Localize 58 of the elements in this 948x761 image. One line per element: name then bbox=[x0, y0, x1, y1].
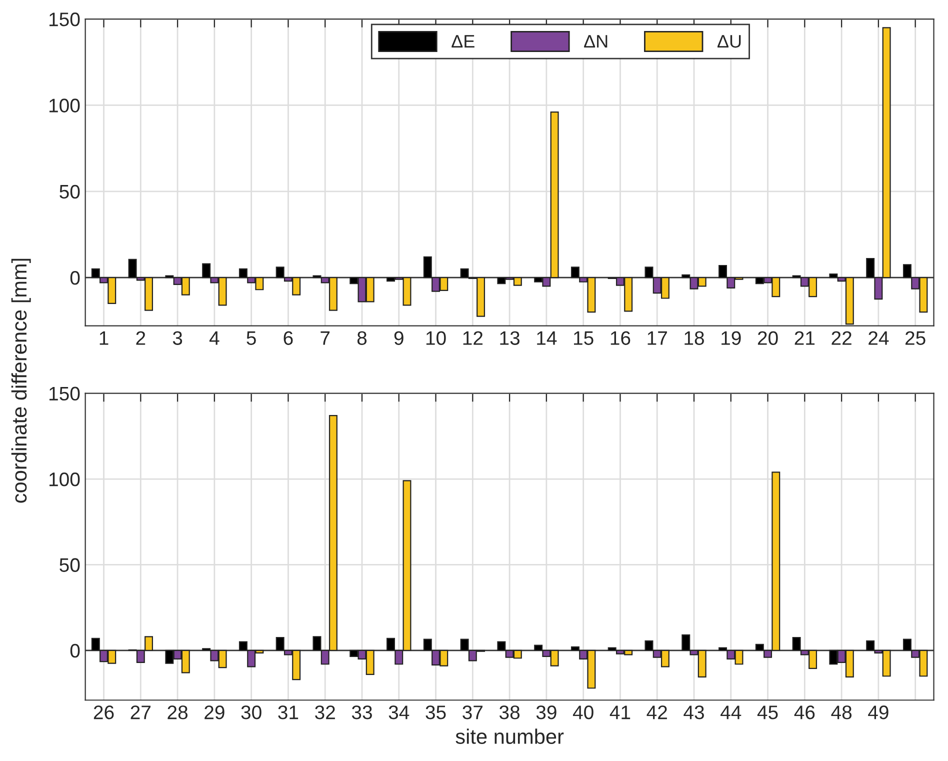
x-tick-label: 19 bbox=[722, 331, 741, 345]
x-tick-label: 22 bbox=[832, 331, 852, 345]
x-tick-label: 21 bbox=[794, 331, 815, 345]
y-tick-label: 100 bbox=[50, 472, 80, 486]
x-tick-label: 8 bbox=[357, 331, 367, 345]
x-tick-label: 34 bbox=[388, 705, 410, 720]
y-tick-label: 150 bbox=[50, 12, 80, 26]
x-tick-label: 30 bbox=[241, 705, 262, 720]
x-tick-label: 49 bbox=[868, 705, 888, 720]
x-tick-label: 48 bbox=[831, 705, 852, 720]
x-tick-label: 25 bbox=[906, 331, 926, 345]
x-tick-label: 6 bbox=[284, 331, 293, 345]
legend-label: ΔU bbox=[717, 35, 741, 48]
x-tick-label: 9 bbox=[394, 331, 404, 345]
legend-label: ΔN bbox=[584, 35, 608, 48]
x-tick-label: 33 bbox=[352, 705, 372, 720]
x-tick-label: 41 bbox=[610, 706, 630, 720]
x-tick-label: 12 bbox=[463, 331, 482, 345]
y-tick-label: 150 bbox=[50, 386, 80, 401]
x-tick-label: 20 bbox=[758, 331, 778, 345]
x-tick-label: 46 bbox=[794, 705, 815, 720]
x-tick-label: 40 bbox=[572, 705, 594, 720]
x-tick-label: 1 bbox=[100, 331, 108, 345]
x-tick-label: 27 bbox=[130, 705, 150, 720]
x-tick-label: 32 bbox=[315, 705, 335, 720]
x-tick-label: 39 bbox=[536, 705, 556, 720]
y-tick-label: 50 bbox=[60, 184, 80, 199]
x-tick-label: 24 bbox=[868, 331, 889, 345]
x-tick-label: 42 bbox=[646, 705, 667, 720]
y-tick-label: 0 bbox=[70, 644, 80, 658]
x-tick-label: 26 bbox=[94, 705, 114, 720]
y-axis-title: coordinate difference [mm] bbox=[11, 258, 31, 503]
x-tick-label: 5 bbox=[246, 331, 256, 345]
legend-label: ΔE bbox=[452, 35, 474, 48]
x-tick-label: 37 bbox=[462, 705, 482, 720]
x-tick-label: 17 bbox=[648, 331, 667, 345]
x-tick-label: 44 bbox=[720, 706, 742, 720]
x-tick-label: 14 bbox=[537, 331, 557, 345]
x-tick-label: 10 bbox=[426, 331, 446, 345]
x-tick-label: 4 bbox=[209, 331, 220, 345]
x-tick-label: 13 bbox=[500, 331, 520, 345]
x-tick-label: 18 bbox=[684, 331, 704, 345]
x-tick-label: 38 bbox=[499, 705, 520, 720]
x-tick-label: 43 bbox=[684, 705, 704, 720]
x-tick-label: 7 bbox=[320, 331, 330, 345]
y-tick-label: 100 bbox=[50, 98, 80, 112]
y-tick-label: 50 bbox=[60, 558, 80, 572]
x-tick-label: 2 bbox=[136, 331, 146, 345]
x-tick-label: 35 bbox=[426, 705, 446, 720]
y-tick-label: 0 bbox=[70, 271, 80, 285]
x-tick-label: 16 bbox=[610, 331, 630, 345]
x-tick-label: 29 bbox=[204, 705, 224, 720]
x-tick-label: 28 bbox=[168, 705, 188, 720]
x-axis-title: site number bbox=[456, 728, 564, 744]
x-tick-label: 3 bbox=[172, 331, 182, 345]
x-tick-label: 15 bbox=[574, 331, 594, 345]
x-tick-label: 31 bbox=[278, 705, 298, 720]
x-tick-label: 45 bbox=[757, 706, 778, 720]
